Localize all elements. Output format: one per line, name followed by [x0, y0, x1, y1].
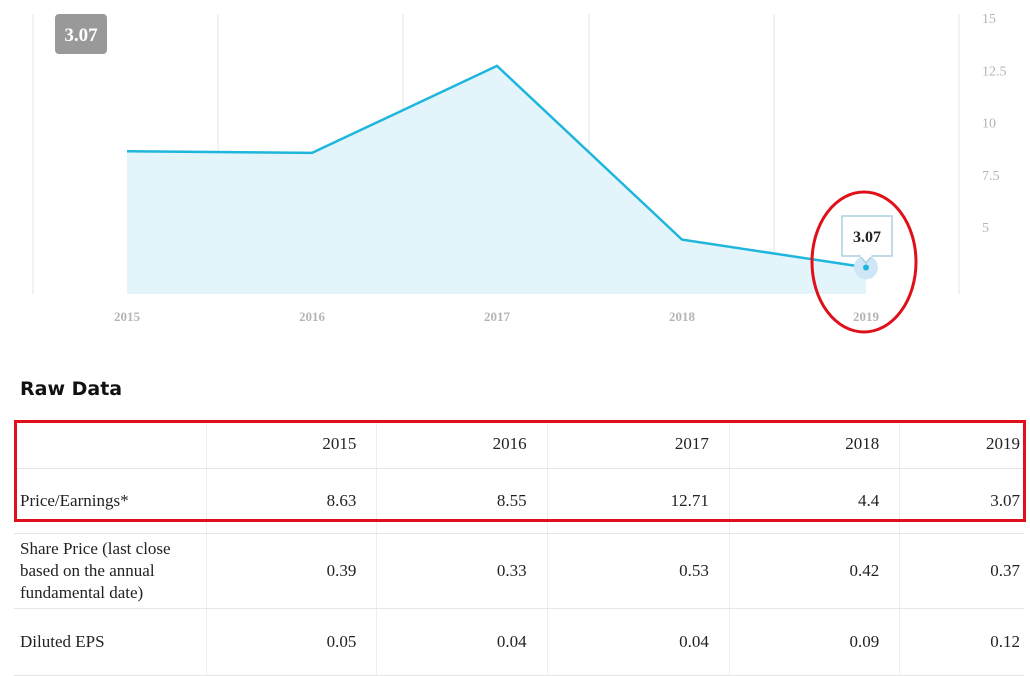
header-cell: 2017: [547, 420, 730, 469]
table-cell: 0.04: [547, 608, 730, 676]
active-point: [863, 264, 869, 271]
table-cell: 3.07: [899, 468, 1024, 534]
table-cell: 12.71: [547, 468, 730, 534]
raw-data-table: 2015 2016 2017 2018 2019 Price/Earnings*…: [14, 420, 1024, 676]
x-tick-label: 2019: [853, 309, 880, 324]
x-tick-label: 2016: [299, 309, 326, 324]
y-tick-label: 15: [982, 12, 996, 27]
table-row: Diluted EPS 0.05 0.04 0.04 0.09 0.12: [14, 608, 1024, 676]
table-cell: 8.55: [376, 468, 548, 534]
header-cell: 2018: [729, 420, 901, 469]
table-cell: 0.33: [376, 533, 548, 609]
row-label: Share Price (last close based on the ann…: [14, 533, 207, 609]
highlight-ellipse: [810, 190, 918, 334]
value-badge-text: 3.07: [64, 25, 98, 46]
table-cell: 0.04: [376, 608, 548, 676]
series-area: [127, 65, 866, 295]
table-cell: 0.09: [729, 608, 901, 676]
table-cell: 4.4: [729, 468, 901, 534]
raw-data-title: Raw Data: [20, 378, 123, 400]
pe-ratio-chart: 2015 2016 2017 2018 2019 5 7.5 10 12.5 15 3.07 3…: [32, 12, 1007, 334]
row-label: Price/Earnings*: [14, 468, 207, 534]
table-cell: 0.42: [729, 533, 901, 609]
header-cell: 2019: [899, 420, 1024, 469]
x-tick-label: 2017: [484, 309, 511, 324]
table-cell: 0.53: [547, 533, 730, 609]
y-tick-label: 12.5: [982, 64, 1007, 79]
table-row: Share Price (last close based on the ann…: [14, 533, 1024, 609]
table-cell: 8.63: [206, 468, 378, 534]
value-badge: 3.07: [55, 14, 107, 54]
y-tick-label: 5: [982, 221, 989, 236]
table-row: Price/Earnings* 8.63 8.55 12.71 4.4 3.07: [14, 468, 1024, 534]
tooltip-text: 3.07: [853, 229, 881, 246]
table-header-row: 2015 2016 2017 2018 2019: [14, 420, 1024, 469]
table-cell: 0.39: [206, 533, 378, 609]
x-tick-label: 2015: [114, 309, 141, 324]
series-line: [126, 64, 867, 269]
y-tick-label: 7.5: [982, 169, 1000, 184]
row-label: Diluted EPS: [14, 608, 207, 676]
y-tick-label: 10: [982, 117, 996, 132]
header-cell: 2016: [376, 420, 548, 469]
table-cell: 0.12: [899, 608, 1024, 676]
tooltip: 3.07: [841, 215, 893, 265]
header-cell: 2015: [206, 420, 378, 469]
table-cell: 0.37: [899, 533, 1024, 609]
table-cell: 0.05: [206, 608, 378, 676]
header-cell: [14, 420, 207, 469]
x-tick-label: 2018: [669, 309, 696, 324]
